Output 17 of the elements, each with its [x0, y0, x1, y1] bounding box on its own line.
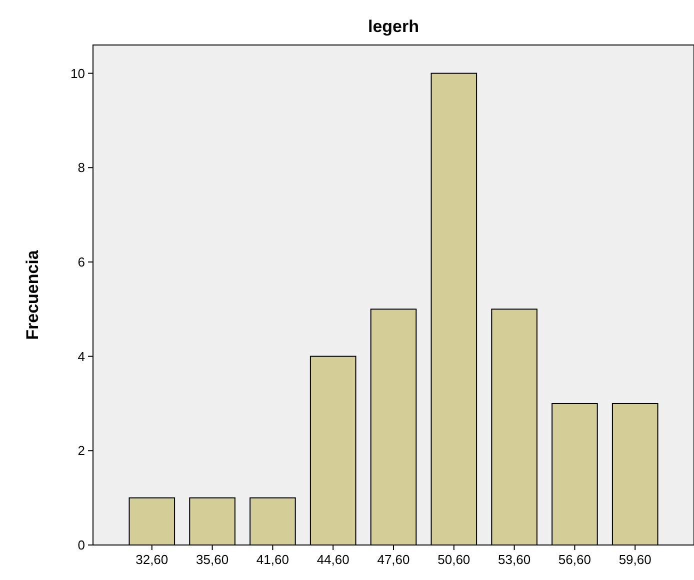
x-tick-label: 44,60 — [316, 552, 350, 567]
y-tick-label: 2 — [78, 443, 85, 458]
x-tick-label: 41,60 — [256, 552, 289, 567]
x-tick-label: 53,60 — [498, 552, 531, 567]
x-tick-label: 50,60 — [438, 552, 470, 567]
y-tick-label: 8 — [78, 160, 85, 176]
x-tick-label: 56,60 — [558, 552, 591, 567]
y-tick-label: 10 — [70, 66, 85, 81]
y-tick-label: 6 — [78, 254, 85, 270]
x-tick-label: 32,60 — [136, 552, 168, 567]
y-tick-label: 0 — [78, 538, 85, 553]
x-tick-label: 59,60 — [618, 552, 652, 567]
x-tick-label: 35,60 — [196, 552, 229, 567]
x-tick-label: 47,60 — [377, 552, 410, 567]
y-tick-label: 4 — [78, 348, 85, 364]
y-axis-title: Frecuencia — [23, 250, 42, 340]
chart-title: legerh — [368, 17, 420, 36]
